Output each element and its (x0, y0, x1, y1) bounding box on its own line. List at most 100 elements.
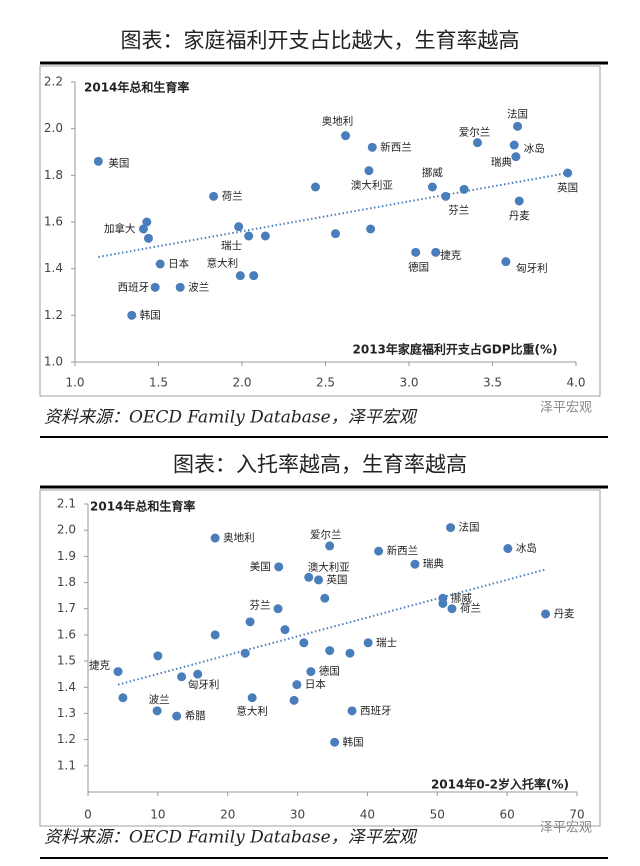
point (289, 695, 299, 705)
point (142, 217, 152, 227)
point-label: 丹麦 (509, 210, 530, 222)
y-tick-label: 1.6 (57, 627, 76, 641)
x-tick-label: 1.5 (149, 376, 168, 390)
x-tick-label: 20 (220, 808, 235, 822)
point-label: 日本 (305, 678, 326, 691)
point-label: 法国 (459, 521, 480, 534)
x-tick-label: 2.0 (232, 376, 251, 390)
point-label: 捷克 (440, 248, 461, 261)
point (330, 737, 340, 747)
x-tick-label: 2.5 (316, 376, 335, 390)
point (299, 638, 309, 648)
point (325, 541, 335, 551)
y-tick-label: 1.2 (57, 732, 76, 746)
point (172, 711, 182, 721)
point (446, 523, 456, 533)
point (193, 669, 203, 679)
point (363, 638, 373, 648)
point (274, 562, 284, 572)
point-label: 冰岛 (516, 542, 537, 555)
point-label: 匈牙利 (516, 262, 548, 275)
point-label: 波兰 (188, 280, 209, 293)
point-label: 捷克 (89, 659, 110, 672)
point (347, 706, 357, 716)
point-label: 波兰 (149, 693, 170, 706)
point (249, 271, 259, 281)
point-label: 意大利 (236, 705, 268, 718)
point-label: 澳大利亚 (351, 179, 393, 192)
point (93, 156, 103, 166)
point (143, 233, 153, 243)
y-axis-label: 2014年总和生育率 (84, 80, 189, 95)
trendline (98, 172, 568, 258)
y-tick-label: 1.2 (44, 308, 63, 322)
point (310, 182, 320, 192)
point (127, 310, 137, 320)
point (240, 648, 250, 658)
point (113, 667, 123, 677)
point-label: 新西兰 (387, 544, 419, 557)
plot-frame (39, 489, 601, 827)
point-label: 冰岛 (524, 142, 545, 155)
point-label: 奥地利 (322, 115, 354, 128)
point-label: 瑞典 (423, 557, 444, 570)
point (438, 598, 448, 608)
point (280, 625, 290, 635)
point-label: 挪威 (422, 166, 443, 179)
point (247, 693, 257, 703)
x-tick-label: 70 (569, 808, 584, 822)
point-label: 匈牙利 (188, 678, 220, 691)
trendline (117, 568, 546, 686)
y-tick-label: 1.8 (57, 575, 76, 589)
y-tick-label: 1.6 (44, 215, 63, 229)
point-label: 挪威 (451, 591, 472, 604)
point (292, 680, 302, 690)
point (320, 593, 330, 603)
point (325, 646, 335, 656)
y-tick-label: 1.7 (57, 601, 76, 615)
point (244, 231, 254, 241)
point (374, 546, 384, 556)
point (366, 224, 376, 234)
watermark: 泽平宏观 (540, 821, 592, 836)
point-label: 意大利 (207, 257, 239, 270)
point (304, 572, 314, 582)
point (153, 651, 163, 661)
source: 资料来源：OECD Family Database，泽平宏观 (44, 828, 418, 848)
y-tick-label: 1.1 (57, 758, 76, 772)
point (411, 247, 421, 257)
y-tick-label: 2.2 (44, 75, 63, 89)
point (427, 182, 437, 192)
point-label: 爱尔兰 (459, 126, 491, 139)
y-tick-label: 1.0 (44, 355, 63, 369)
point-label: 德国 (408, 260, 429, 273)
point (209, 191, 219, 201)
point (441, 191, 451, 201)
point (410, 559, 420, 569)
point (431, 247, 441, 257)
point (138, 224, 148, 234)
point-label: 美国 (108, 156, 129, 169)
x-tick-label: 3.0 (399, 376, 418, 390)
y-tick-label: 1.4 (57, 680, 76, 694)
x-axis-label: 2014年0-2岁入托率(%) (431, 777, 569, 792)
point-label: 荷兰 (460, 602, 481, 615)
point (514, 196, 524, 206)
point (447, 604, 457, 614)
point (177, 672, 187, 682)
point (541, 609, 551, 619)
source: 资料来源：OECD Family Database，泽平宏观 (44, 408, 418, 428)
point-label: 西班牙 (360, 705, 392, 717)
point (155, 259, 165, 269)
point (210, 630, 220, 640)
y-tick-label: 2.0 (44, 121, 63, 135)
point-label: 加拿大 (104, 222, 136, 235)
y-tick-label: 1.5 (57, 654, 76, 668)
point (150, 282, 160, 292)
point-label: 丹麦 (554, 608, 575, 620)
point-label: 法国 (507, 107, 528, 120)
x-tick-label: 3.5 (483, 376, 502, 390)
point-label: 芬兰 (448, 203, 469, 216)
y-tick-label: 1.9 (57, 549, 76, 563)
